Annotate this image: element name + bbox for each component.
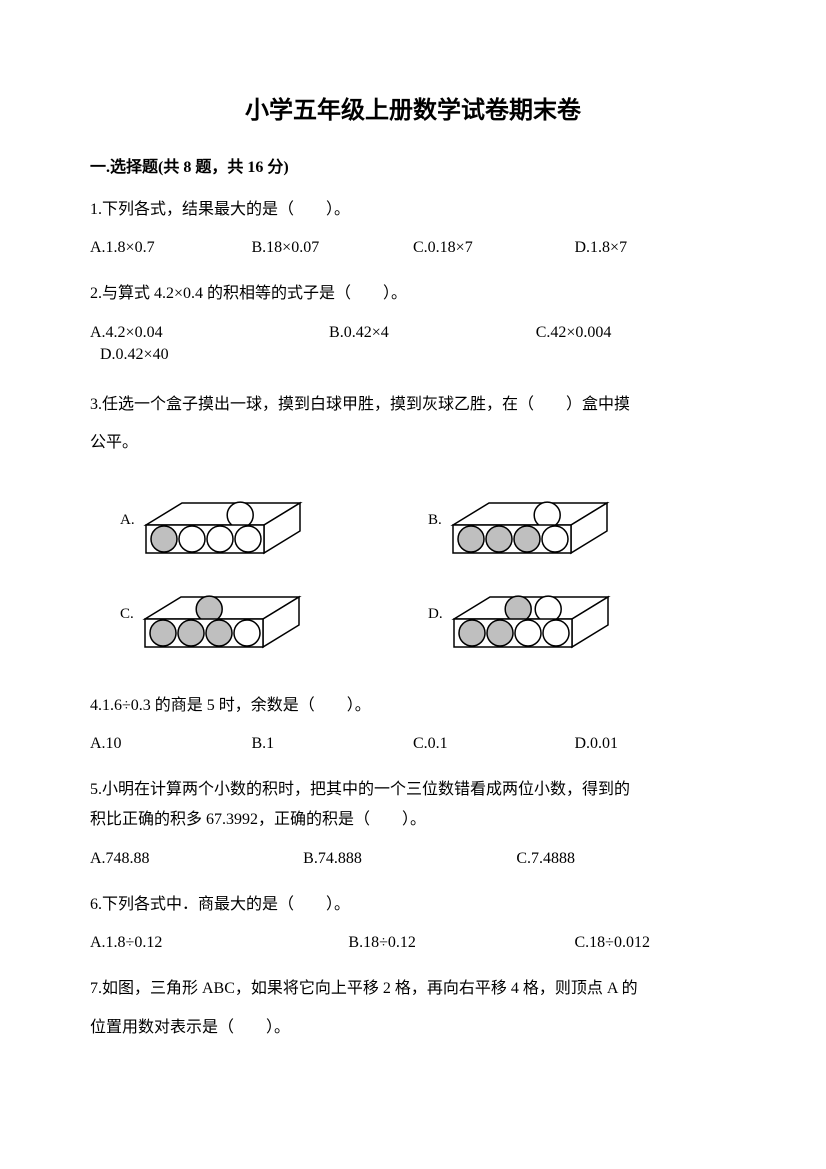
figure-a: A. <box>120 485 428 557</box>
q1-opt-a: A.1.8×0.7 <box>90 239 252 257</box>
q3-text: 3.任选一个盒子摸出一球，摸到白球甲胜，摸到灰球乙胜，在（ ）盒中摸 公平。 <box>90 386 736 463</box>
q4-options: A.10 B.1 C.0.1 D.0.01 <box>90 735 736 753</box>
q4-text: 4.1.6÷0.3 的商是 5 时，余数是（ ）。 <box>90 691 736 721</box>
box-b-svg <box>448 485 613 557</box>
figure-row-2: C. D. <box>90 579 736 651</box>
q1-text: 1.下列各式，结果最大的是（ ）。 <box>90 195 736 225</box>
q4-opt-c: C.0.1 <box>413 735 575 753</box>
q5-line2: 积比正确的积多 67.3992，正确的积是（ ）。 <box>90 811 426 828</box>
q2-opt-d: D.0.42×40 <box>90 346 736 364</box>
section-header: 一.选择题(共 8 题，共 16 分) <box>90 153 736 177</box>
box-d-svg <box>449 579 614 651</box>
q2-text: 2.与算式 4.2×0.4 的积相等的式子是（ ）。 <box>90 279 736 309</box>
q1-opt-c: C.0.18×7 <box>413 239 575 257</box>
q2-opt-b: B.0.42×4 <box>329 324 536 342</box>
q5-opt-b: B.74.888 <box>303 850 516 868</box>
figure-b-label: B. <box>428 512 442 529</box>
box-a-svg <box>141 485 306 557</box>
q2-opt-c: C.42×0.004 <box>536 324 736 342</box>
figure-d-label: D. <box>428 606 443 623</box>
q3-line2: 公平。 <box>90 434 138 451</box>
q4-opt-d: D.0.01 <box>575 735 737 753</box>
q4-opt-a: A.10 <box>90 735 252 753</box>
q6-opt-a: A.1.8÷0.12 <box>90 934 348 952</box>
q7-line2: 位置用数对表示是（ ）。 <box>90 1019 290 1036</box>
q4-opt-b: B.1 <box>252 735 414 753</box>
q6-options: A.1.8÷0.12 B.18÷0.12 C.18÷0.012 <box>90 934 736 952</box>
figure-c: C. <box>120 579 428 651</box>
figure-d: D. <box>428 579 736 651</box>
q5-line1: 5.小明在计算两个小数的积时，把其中的一个三位数错看成两位小数，得到的 <box>90 781 630 798</box>
figure-c-label: C. <box>120 606 134 623</box>
q5-opt-a: A.748.88 <box>90 850 303 868</box>
q7-line1: 7.如图，三角形 ABC，如果将它向上平移 2 格，再向右平移 4 格，则顶点 … <box>90 980 638 997</box>
q5-opt-c: C.7.4888 <box>516 850 729 868</box>
q5-text: 5.小明在计算两个小数的积时，把其中的一个三位数错看成两位小数，得到的 积比正确… <box>90 775 736 836</box>
q2-opt-a: A.4.2×0.04 <box>90 324 329 342</box>
page-title: 小学五年级上册数学试卷期末卷 <box>90 90 736 125</box>
q2-options: A.4.2×0.04 B.0.42×4 C.42×0.004 D.0.42×40 <box>90 324 736 364</box>
q1-opt-b: B.18×0.07 <box>252 239 414 257</box>
box-c-svg <box>140 579 305 651</box>
q7-text: 7.如图，三角形 ABC，如果将它向上平移 2 格，再向右平移 4 格，则顶点 … <box>90 970 736 1047</box>
q6-text: 6.下列各式中．商最大的是（ ）。 <box>90 890 736 920</box>
figure-a-label: A. <box>120 512 135 529</box>
figure-row-1: A. B. <box>90 485 736 557</box>
q1-options: A.1.8×0.7 B.18×0.07 C.0.18×7 D.1.8×7 <box>90 239 736 257</box>
q1-opt-d: D.1.8×7 <box>575 239 737 257</box>
q5-options: A.748.88 B.74.888 C.7.4888 <box>90 850 736 868</box>
q6-opt-b: B.18÷0.12 <box>348 934 574 952</box>
q6-opt-c: C.18÷0.012 <box>574 934 736 952</box>
figure-b: B. <box>428 485 736 557</box>
q3-line1: 3.任选一个盒子摸出一球，摸到白球甲胜，摸到灰球乙胜，在（ ）盒中摸 <box>90 396 630 413</box>
